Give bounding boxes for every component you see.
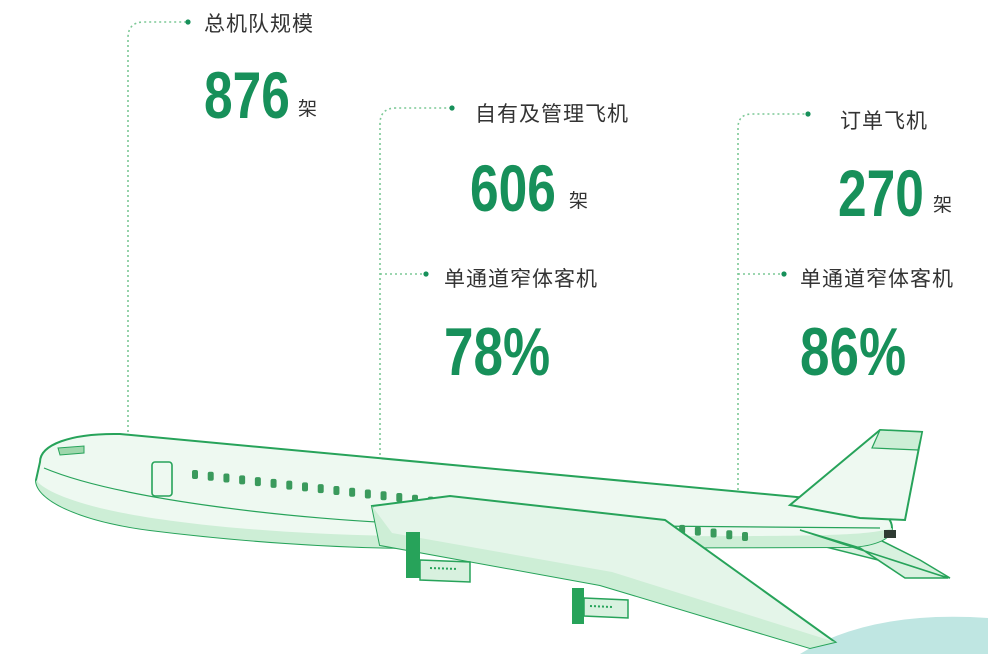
- passenger-window: [726, 530, 733, 540]
- passenger-window: [380, 491, 387, 501]
- passenger-window: [742, 532, 748, 541]
- passenger-window: [192, 470, 198, 479]
- passenger-window: [302, 482, 308, 492]
- passenger-window: [694, 526, 701, 536]
- owned-aircraft-label: 自有及管理飞机: [475, 102, 629, 126]
- fleet-callout-line: [127, 21, 186, 432]
- passenger-window: [254, 477, 261, 487]
- passenger-window: [286, 480, 293, 490]
- ordered-narrowbody-percent: 86%: [800, 314, 907, 390]
- decorative-swoosh: [800, 616, 988, 654]
- ordered-aircraft-value: 270: [838, 156, 924, 230]
- callout-lines: [127, 21, 806, 505]
- ordered-aircraft-unit: 架: [933, 194, 953, 216]
- passenger-window: [333, 485, 340, 495]
- callout-dots: [185, 19, 811, 277]
- passenger-window: [317, 484, 324, 494]
- owned-aircraft-value: 606: [470, 151, 556, 225]
- passenger-window: [396, 493, 403, 503]
- passenger-window: [710, 528, 717, 538]
- passenger-window: [223, 473, 230, 483]
- passenger-window: [270, 478, 277, 488]
- tail-fin: [787, 428, 924, 522]
- tail-cone: [884, 530, 896, 538]
- fleet-size-value: 876: [204, 58, 290, 132]
- owned-callout-line: [379, 107, 450, 470]
- owned-narrowbody-percent: 78%: [444, 314, 551, 390]
- main-wing-underside: [372, 506, 835, 648]
- cabin-door: [151, 461, 173, 497]
- engine-right: [572, 588, 629, 624]
- tail-fin-tip: [871, 429, 923, 451]
- cockpit-window: [57, 445, 85, 456]
- owned-aircraft-unit: 架: [569, 190, 589, 212]
- passenger-window: [207, 471, 214, 481]
- passenger-window: [239, 475, 246, 485]
- fleet-size-label: 总机队规模: [204, 12, 314, 36]
- owned-narrowbody-label: 单通道窄体客机: [444, 267, 598, 291]
- passenger-window: [349, 487, 356, 497]
- fuselage-belly: [36, 480, 892, 548]
- fleet-size-unit: 架: [298, 98, 318, 120]
- ordered-aircraft-label: 订单飞机: [840, 109, 928, 133]
- engine-left: [406, 532, 471, 583]
- passenger-window: [364, 489, 371, 499]
- ordered-narrowbody-label: 单通道窄体客机: [800, 267, 954, 291]
- ordered-callout-line: [737, 113, 806, 505]
- near-stabilizer: [799, 529, 949, 579]
